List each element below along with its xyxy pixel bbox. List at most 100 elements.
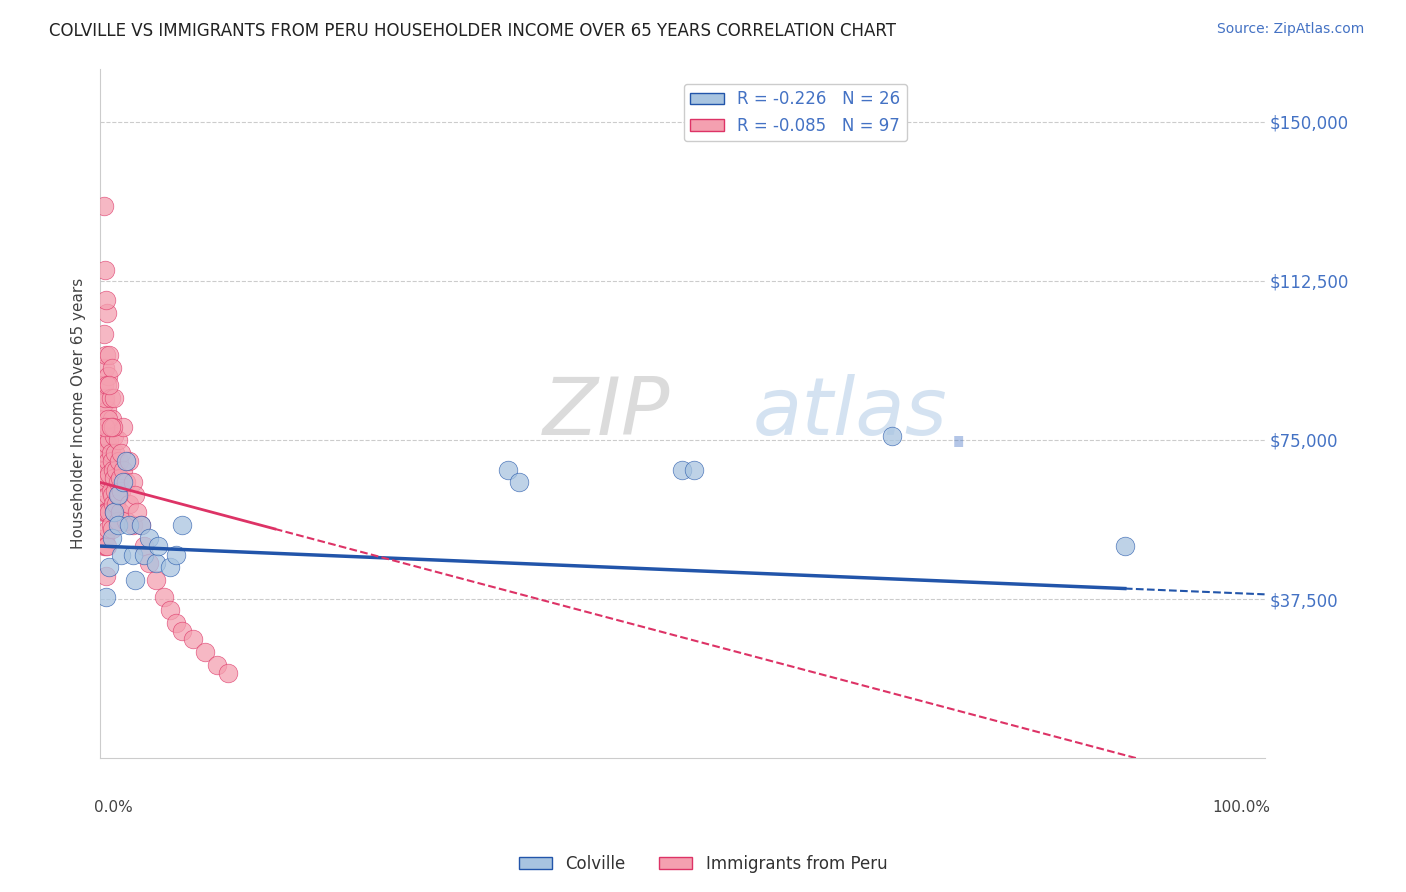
Point bbox=[100, 454, 122, 468]
Point bbox=[880, 428, 903, 442]
Point bbox=[496, 463, 519, 477]
Point bbox=[98, 348, 121, 362]
Point bbox=[94, 539, 117, 553]
Point bbox=[100, 483, 122, 498]
Point bbox=[508, 475, 530, 490]
Point bbox=[124, 573, 146, 587]
Point bbox=[121, 517, 143, 532]
Point bbox=[110, 446, 132, 460]
Text: 100.0%: 100.0% bbox=[1212, 800, 1271, 814]
Point bbox=[118, 497, 141, 511]
Point bbox=[97, 488, 120, 502]
Point bbox=[97, 369, 120, 384]
Point bbox=[93, 377, 115, 392]
Point bbox=[107, 488, 129, 502]
Point bbox=[114, 475, 136, 490]
Point bbox=[134, 539, 156, 553]
Point bbox=[101, 420, 124, 434]
Point bbox=[217, 666, 239, 681]
Point bbox=[170, 624, 193, 638]
Point bbox=[103, 505, 125, 519]
Point bbox=[98, 433, 121, 447]
Point bbox=[108, 471, 131, 485]
Point bbox=[205, 657, 228, 672]
Point bbox=[94, 420, 117, 434]
Legend: R = -0.226   N = 26, R = -0.085   N = 97: R = -0.226 N = 26, R = -0.085 N = 97 bbox=[683, 84, 907, 142]
Point bbox=[93, 411, 115, 425]
Point bbox=[181, 632, 204, 647]
Point bbox=[129, 517, 152, 532]
Point bbox=[194, 645, 217, 659]
Point bbox=[124, 488, 146, 502]
Point bbox=[100, 411, 122, 425]
Point bbox=[98, 467, 121, 481]
Point bbox=[138, 556, 160, 570]
Point bbox=[96, 305, 118, 319]
Point bbox=[97, 411, 120, 425]
Point bbox=[110, 548, 132, 562]
Text: atlas: atlas bbox=[752, 375, 948, 452]
Text: .: . bbox=[945, 383, 972, 466]
Point bbox=[100, 488, 122, 502]
Point bbox=[94, 428, 117, 442]
Point bbox=[145, 556, 167, 570]
Point bbox=[100, 517, 122, 532]
Point bbox=[100, 420, 122, 434]
Text: 0.0%: 0.0% bbox=[94, 800, 134, 814]
Point bbox=[110, 483, 132, 498]
Point bbox=[101, 463, 124, 477]
Point bbox=[93, 475, 115, 490]
Point bbox=[96, 471, 118, 485]
Point bbox=[112, 463, 135, 477]
Point bbox=[153, 590, 176, 604]
Point bbox=[93, 326, 115, 341]
Point bbox=[138, 531, 160, 545]
Point bbox=[94, 569, 117, 583]
Point bbox=[94, 391, 117, 405]
Point bbox=[103, 428, 125, 442]
Point bbox=[118, 517, 141, 532]
Legend: Colville, Immigrants from Peru: Colville, Immigrants from Peru bbox=[512, 848, 894, 880]
Point bbox=[127, 505, 149, 519]
Text: COLVILLE VS IMMIGRANTS FROM PERU HOUSEHOLDER INCOME OVER 65 YEARS CORRELATION CH: COLVILLE VS IMMIGRANTS FROM PERU HOUSEHO… bbox=[49, 22, 896, 40]
Point bbox=[93, 505, 115, 519]
Point bbox=[107, 514, 129, 528]
Point bbox=[145, 573, 167, 587]
Point bbox=[98, 377, 121, 392]
Point bbox=[159, 603, 181, 617]
Text: Source: ZipAtlas.com: Source: ZipAtlas.com bbox=[1216, 22, 1364, 37]
Point bbox=[104, 446, 127, 460]
Point bbox=[94, 590, 117, 604]
Point bbox=[104, 483, 127, 498]
Point bbox=[94, 446, 117, 460]
Point bbox=[98, 560, 121, 574]
Point bbox=[91, 433, 114, 447]
Point bbox=[100, 391, 122, 405]
Point bbox=[94, 348, 117, 362]
Point bbox=[112, 420, 135, 434]
Point bbox=[94, 475, 117, 490]
Point bbox=[94, 497, 117, 511]
Point bbox=[91, 463, 114, 477]
Point bbox=[107, 454, 129, 468]
Point bbox=[98, 505, 121, 519]
Point bbox=[103, 391, 125, 405]
Point bbox=[101, 497, 124, 511]
Point bbox=[94, 531, 117, 545]
Point bbox=[93, 446, 115, 460]
Point bbox=[100, 522, 122, 536]
Point bbox=[671, 463, 693, 477]
Point bbox=[96, 403, 118, 417]
Point bbox=[105, 463, 128, 477]
Point bbox=[94, 360, 117, 375]
Point bbox=[114, 514, 136, 528]
Point bbox=[107, 517, 129, 532]
Point bbox=[129, 517, 152, 532]
Point bbox=[170, 517, 193, 532]
Point bbox=[108, 505, 131, 519]
Point bbox=[97, 454, 120, 468]
Point bbox=[96, 539, 118, 553]
Point bbox=[114, 454, 136, 468]
Point bbox=[100, 531, 122, 545]
Point bbox=[121, 548, 143, 562]
